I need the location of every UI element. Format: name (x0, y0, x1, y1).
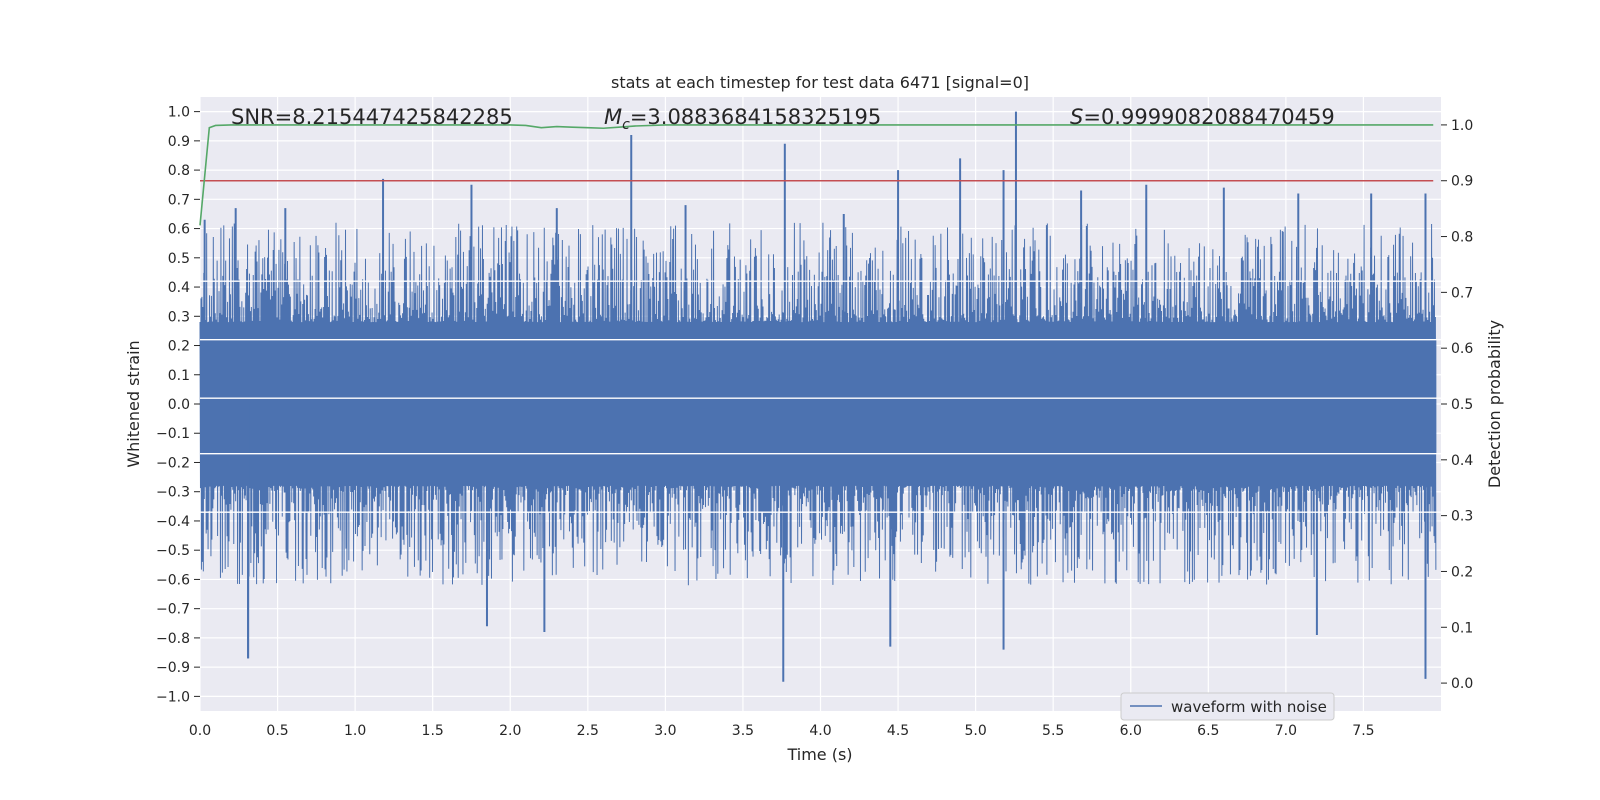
strain-series (199, 111, 1441, 682)
y-left-tick-label-15: −0.5 (156, 543, 190, 559)
y-left-tick-label-18: −0.8 (156, 631, 190, 647)
y-right-tick-label-10: 0.0 (1451, 676, 1473, 692)
x-tick-label-4: 2.0 (499, 723, 521, 739)
x-tick-label-12: 6.0 (1120, 723, 1142, 739)
x-tick-label-5: 2.5 (577, 723, 599, 739)
x-tick-label-15: 7.5 (1352, 723, 1374, 739)
y-left-tick-label-16: −0.6 (156, 572, 190, 588)
x-tick-label-14: 7.0 (1275, 723, 1297, 739)
x-tick-label-11: 5.5 (1042, 723, 1064, 739)
x-tick-label-6: 3.0 (654, 723, 676, 739)
y-left-tick-label-19: −0.9 (156, 660, 190, 676)
y-left-tick-label-8: 0.2 (168, 339, 190, 355)
legend-label: waveform with noise (1171, 698, 1327, 716)
y-left-tick-label-20: −1.0 (156, 689, 190, 705)
x-tick-label-7: 3.5 (732, 723, 754, 739)
y-axis-left-label: Whitened strain (124, 340, 143, 467)
y-right-tick-label-1: 0.9 (1451, 174, 1473, 190)
y-right-tick-label-8: 0.2 (1451, 564, 1473, 580)
y-left-tick-label-5: 0.5 (168, 251, 190, 267)
snr-annotation: SNR=8.215447425842285 (231, 105, 513, 129)
ticks: 0.0 0.5 1.0 1.5 2.0 2.5 3.0 3.5 4.0 4.5 5.0 5.5 6.0 6… (156, 105, 1473, 739)
y-left-tick-label-10: 0.0 (168, 397, 190, 413)
legend-box (1120, 692, 1335, 721)
x-tick-label-2: 1.0 (344, 723, 366, 739)
y-left-tick-label-6: 0.4 (168, 280, 190, 296)
y-right-tick-label-0: 1.0 (1451, 118, 1473, 134)
y-left-tick-label-0: 1.0 (168, 105, 190, 121)
mc-symbol: M (604, 105, 622, 129)
legend: waveform with noise (1120, 692, 1335, 721)
y-left-tick-label-7: 0.3 (168, 309, 190, 325)
y-left-tick-label-4: 0.6 (168, 222, 190, 238)
y-left-tick-label-1: 0.9 (168, 134, 190, 150)
y-right-tick-label-2: 0.8 (1451, 230, 1473, 246)
y-right-tick-label-3: 0.7 (1451, 285, 1473, 301)
y-right-tick-label-6: 0.4 (1451, 453, 1473, 469)
s-annotation: S=0.9999082088470459 (1070, 105, 1335, 129)
x-tick-label-13: 6.5 (1197, 723, 1219, 739)
mc-subscript: c (622, 117, 630, 133)
strain-dense-band (200, 339, 1437, 454)
x-tick-label-10: 5.0 (964, 723, 986, 739)
x-tick-label-3: 1.5 (422, 723, 444, 739)
x-tick-label-8: 4.0 (809, 723, 831, 739)
y-left-tick-label-2: 0.8 (168, 163, 190, 179)
y-left-tick-label-3: 0.7 (168, 192, 190, 208)
y-right-tick-label-4: 0.6 (1451, 341, 1473, 357)
s-symbol: S (1070, 105, 1083, 129)
y-right-tick-label-7: 0.3 (1451, 509, 1473, 525)
y-left-tick-label-12: −0.2 (156, 455, 190, 471)
y-left-tick-label-17: −0.7 (156, 602, 190, 618)
chart-title: stats at each timestep for test data 647… (611, 73, 1029, 92)
y-right-tick-label-5: 0.5 (1451, 397, 1473, 413)
y-right-tick-label-9: 0.1 (1451, 620, 1473, 636)
y-left-tick-label-11: −0.1 (156, 426, 190, 442)
x-tick-label-0: 0.0 (189, 723, 211, 739)
y-axis-right-label: Detection probability (1485, 320, 1504, 488)
detection-probability-line (199, 124, 1434, 226)
y-left-tick-label-9: 0.1 (168, 368, 190, 384)
y-left-tick-label-14: −0.4 (156, 514, 190, 530)
mc-value: =3.0883684158325195 (630, 105, 881, 129)
overlay-series (199, 124, 1434, 226)
s-value: =0.9999082088470459 (1083, 105, 1334, 129)
y-left-tick-label-13: −0.3 (156, 485, 190, 501)
mc-annotation: Mc=3.0883684158325195 (604, 105, 881, 133)
x-tick-label-9: 4.5 (887, 723, 909, 739)
x-tick-label-1: 0.5 (266, 723, 288, 739)
x-axis-label: Time (s) (786, 745, 852, 764)
